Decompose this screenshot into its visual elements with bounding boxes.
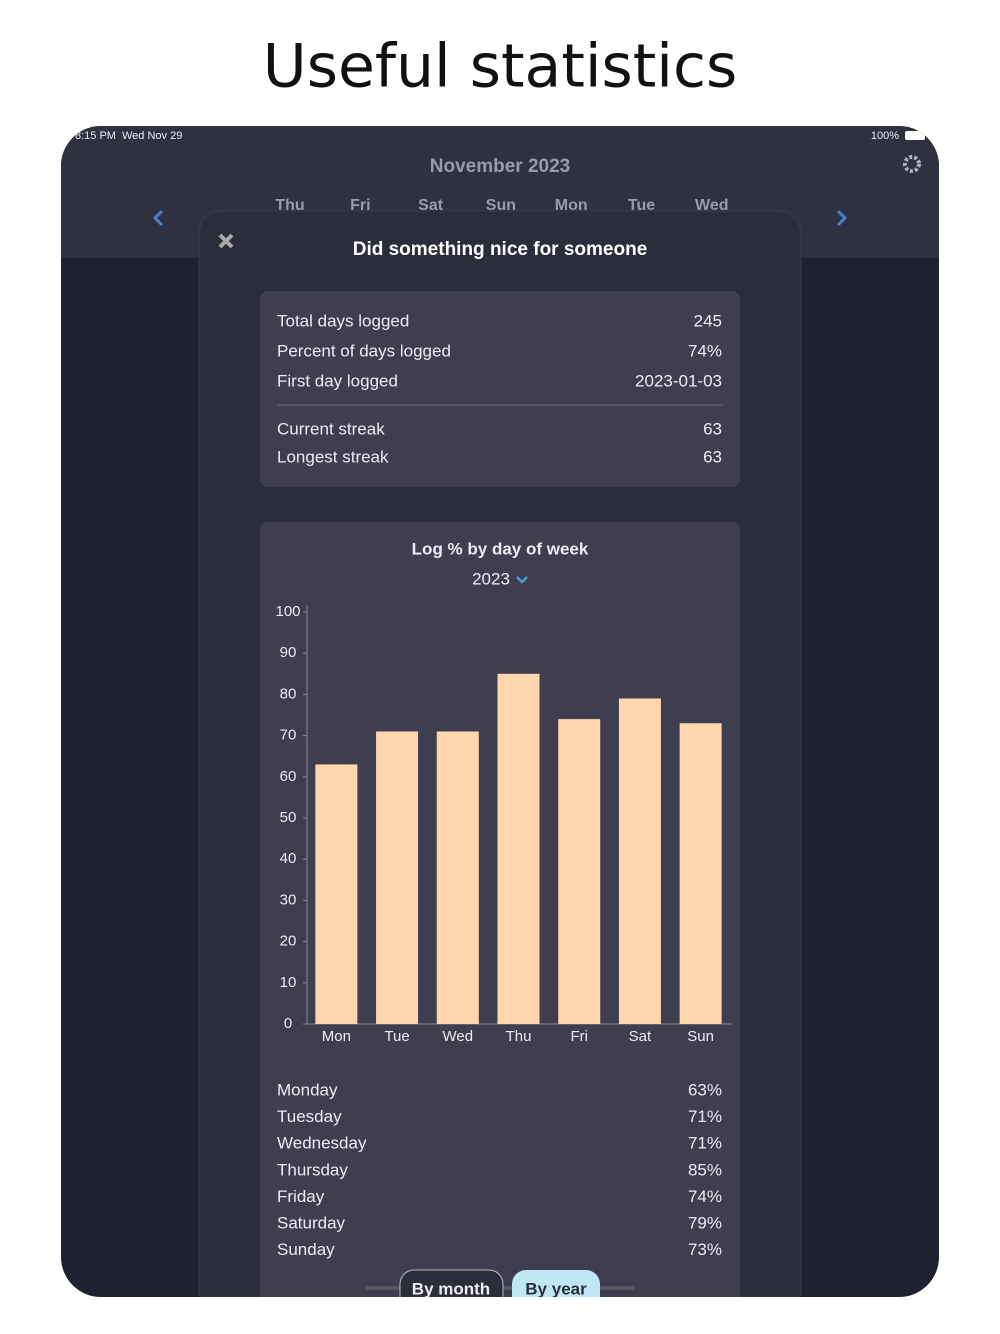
row-value: 63% bbox=[688, 1080, 722, 1099]
row-value: 74% bbox=[688, 1187, 722, 1206]
row-value: 71% bbox=[688, 1134, 722, 1153]
device-screen: 8:15 PM Wed Nov 29 100% November 2023 Th… bbox=[61, 126, 939, 1310]
y-tick-label: 10 bbox=[280, 974, 297, 991]
battery-icon bbox=[905, 131, 925, 140]
row-value: 71% bbox=[688, 1107, 722, 1126]
y-tick-label: 70 bbox=[280, 727, 297, 744]
x-tick-label: Tue bbox=[384, 1028, 409, 1045]
weekday: Tue bbox=[628, 197, 655, 214]
row-label: Friday bbox=[277, 1187, 325, 1206]
row-label: Monday bbox=[277, 1080, 338, 1099]
bar bbox=[436, 731, 479, 1024]
x-tick-label: Fri bbox=[570, 1028, 588, 1045]
year-picker[interactable]: 2023 bbox=[472, 569, 510, 588]
row-value: 2023-01-03 bbox=[635, 371, 722, 390]
row-label: Percent of days logged bbox=[277, 341, 451, 360]
modal-title: Did something nice for someone bbox=[353, 239, 648, 260]
bar bbox=[315, 764, 358, 1024]
bar bbox=[376, 731, 419, 1024]
close-button[interactable] bbox=[218, 233, 234, 249]
weekday: Fri bbox=[350, 197, 370, 214]
row-label: Wednesday bbox=[277, 1134, 367, 1153]
row-value: 85% bbox=[688, 1160, 722, 1179]
y-tick-label: 0 bbox=[284, 1015, 292, 1032]
y-tick-label: 50 bbox=[280, 809, 297, 826]
row-label: Tuesday bbox=[277, 1107, 342, 1126]
tab-label: By month bbox=[412, 1279, 490, 1298]
row-value: 73% bbox=[688, 1240, 722, 1259]
bar bbox=[679, 723, 722, 1024]
x-tick-label: Thu bbox=[506, 1028, 532, 1045]
headline: Useful statistics bbox=[263, 32, 737, 102]
tab-by-month[interactable] bbox=[399, 1269, 504, 1310]
row-label: Sunday bbox=[277, 1240, 335, 1259]
weekday: Thu bbox=[275, 197, 304, 214]
x-tick-label: Sat bbox=[629, 1028, 652, 1045]
row-value: 74% bbox=[688, 341, 722, 360]
y-tick-label: 60 bbox=[280, 768, 297, 785]
bar bbox=[558, 719, 601, 1024]
row-label: First day logged bbox=[277, 371, 398, 390]
bar bbox=[618, 698, 661, 1024]
y-tick-label: 20 bbox=[280, 933, 297, 950]
y-tick-label: 100 bbox=[275, 603, 300, 620]
status-date: Wed Nov 29 bbox=[122, 130, 182, 142]
year-chevron[interactable] bbox=[516, 576, 528, 584]
y-tick-label: 30 bbox=[280, 891, 297, 908]
row-value: 79% bbox=[688, 1213, 722, 1232]
weekday: Mon bbox=[555, 197, 588, 214]
tab-by-year[interactable] bbox=[512, 1270, 600, 1310]
next-arrow[interactable] bbox=[836, 209, 848, 227]
bar bbox=[497, 673, 540, 1024]
row-value: 245 bbox=[694, 311, 722, 330]
x-tick-label: Mon bbox=[322, 1028, 351, 1045]
weekday: Sat bbox=[418, 197, 444, 214]
settings-icon[interactable] bbox=[903, 155, 921, 173]
x-tick-label: Wed bbox=[442, 1028, 473, 1045]
y-tick-label: 80 bbox=[280, 685, 297, 702]
status-battery: 100% bbox=[871, 130, 899, 142]
stats-card bbox=[260, 291, 740, 487]
row-value: 63 bbox=[703, 447, 722, 466]
month-title: November 2023 bbox=[430, 156, 570, 177]
weekday: Wed bbox=[695, 197, 728, 214]
row-label: Current streak bbox=[277, 419, 385, 438]
row-label: Thursday bbox=[277, 1160, 348, 1179]
row-label: Total days logged bbox=[277, 311, 409, 330]
prev-arrow[interactable] bbox=[152, 209, 164, 227]
y-tick-label: 90 bbox=[280, 644, 297, 661]
y-tick-label: 40 bbox=[280, 850, 297, 867]
row-label: Saturday bbox=[277, 1213, 346, 1232]
chart-title: Log % by day of week bbox=[412, 539, 589, 558]
x-tick-label: Sun bbox=[687, 1028, 714, 1045]
status-time: 8:15 PM bbox=[75, 130, 116, 142]
row-label: Longest streak bbox=[277, 447, 389, 466]
row-value: 63 bbox=[703, 419, 722, 438]
tab-label: By year bbox=[525, 1279, 587, 1298]
weekday: Sun bbox=[486, 197, 516, 214]
